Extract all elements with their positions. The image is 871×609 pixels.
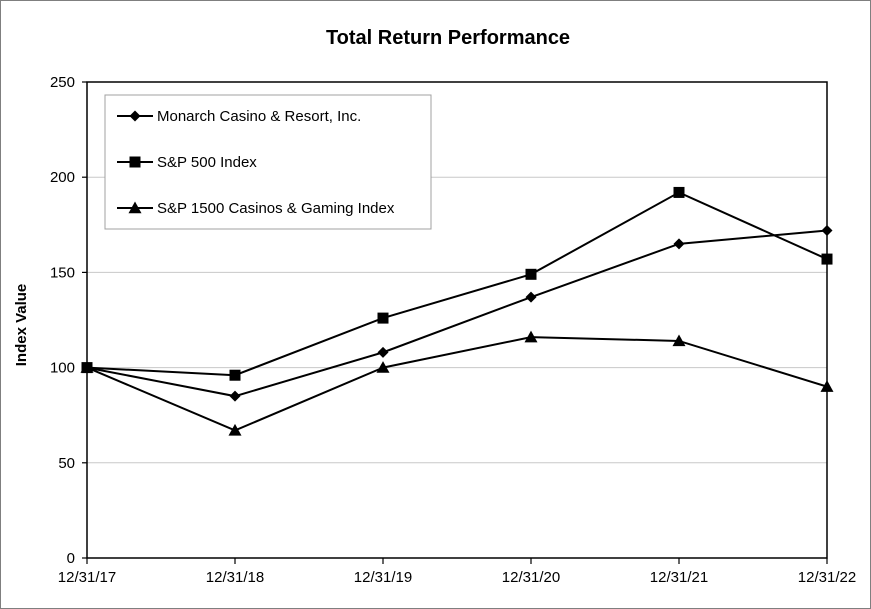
legend-label-2: S&P 1500 Casinos & Gaming Index [157, 200, 395, 217]
y-tick-label-100: 100 [50, 360, 75, 377]
data-point-0-4 [673, 238, 685, 250]
data-point-1-3 [525, 268, 537, 280]
legend-box [104, 94, 432, 230]
legend-marker-2 [128, 201, 142, 214]
legend-label-1: S&P 500 Index [157, 154, 257, 171]
x-tick-label-3: 12/31/20 [502, 569, 560, 586]
legend-marker-1 [129, 156, 141, 168]
data-point-2-3 [524, 330, 538, 343]
x-axis: 12/31/17 12/31/18 12/31/19 12/31/20 12/31/21… [58, 558, 856, 586]
data-point-2-2 [376, 361, 390, 373]
y-tick-label-200: 200 [50, 169, 75, 186]
y-tick-label-250: 250 [50, 74, 75, 91]
data-point-1-2 [377, 312, 389, 324]
data-point-0-1 [229, 390, 241, 402]
plot-area [86, 81, 828, 559]
data-point-0-5 [821, 225, 833, 237]
data-point-0-2 [377, 346, 389, 358]
x-tick-label-2: 12/31/19 [354, 569, 412, 586]
x-tick-label-4: 12/31/21 [650, 569, 708, 586]
series-line-2 [86, 336, 828, 432]
data-point-1-1 [229, 369, 241, 381]
data-point-2-5 [820, 380, 834, 392]
y-axis: 0 50 100 150 200 250 [50, 74, 87, 567]
data-point-2-1 [228, 423, 242, 436]
series-line-1 [86, 191, 828, 377]
series-line-0 [86, 229, 828, 398]
x-tick-label-1: 12/31/18 [206, 569, 264, 586]
legend: Monarch Casino & Resort, Inc. S&P 500 Ind… [104, 94, 432, 230]
data-point-0-3 [525, 291, 537, 303]
legend-label-0: Monarch Casino & Resort, Inc. [157, 108, 361, 125]
data-point-2-0 [80, 361, 94, 373]
data-point-1-4 [673, 186, 685, 198]
y-axis-label: Index Value [13, 284, 30, 367]
x-tick-label-5: 12/31/22 [798, 569, 856, 586]
gridlines [87, 176, 827, 464]
chart-title: Total Return Performance [326, 27, 570, 49]
series-group [80, 186, 834, 436]
y-tick-label-0: 0 [67, 550, 75, 567]
data-point-2-4 [672, 334, 686, 347]
y-tick-label-150: 150 [50, 264, 75, 281]
legend-marker-0 [129, 110, 141, 122]
y-tick-label-50: 50 [58, 455, 75, 472]
data-point-1-5 [821, 253, 833, 265]
x-tick-label-0: 12/31/17 [58, 569, 116, 586]
